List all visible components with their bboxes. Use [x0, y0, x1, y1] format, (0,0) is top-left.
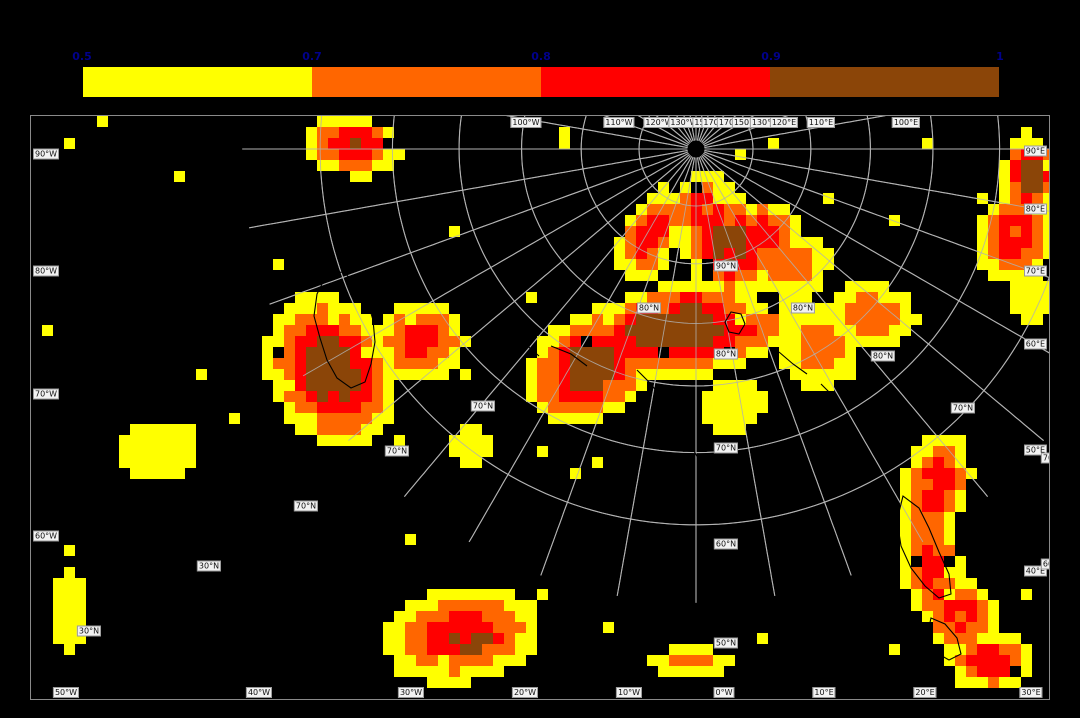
axis-label-bottom-2: 30°W [397, 687, 425, 698]
colorbar-strip [82, 66, 1000, 98]
map-raster-canvas [31, 116, 1049, 699]
colorbar-tick-3: 0.9 [761, 50, 781, 63]
axis-label-bottom-6: 10°E [812, 687, 836, 698]
colorbar-segment-2 [541, 67, 770, 97]
axis-label-left-0: 90°W [33, 148, 60, 160]
lat-label-9: 70°N [950, 402, 976, 414]
colorbar-segment-0 [83, 67, 312, 97]
colorbar-panel: 0.5 0.7 0.8 0.9 1 [0, 0, 1080, 110]
colorbar-segment-1 [312, 67, 541, 97]
colorbar-segment-3 [770, 67, 999, 97]
axis-label-top-10: 110°E [806, 117, 836, 128]
lat-label-13: 50°N [713, 637, 739, 649]
colorbar-tick-4: 1 [996, 50, 1004, 63]
lat-label-6: 70°N [470, 400, 496, 412]
lat-label-7: 70°N [384, 445, 410, 457]
axis-label-right-2: 70°E [1023, 265, 1047, 277]
lat-label-0: 90°N [713, 260, 739, 272]
axis-label-bottom-1: 40°W [245, 687, 273, 698]
lat-label-8: 70°N [293, 500, 319, 512]
lat-label-18: 30°N [76, 625, 102, 637]
axis-label-top-0: 100°W [510, 117, 542, 128]
axis-label-top-1: 110°W [603, 117, 635, 128]
colorbar-tick-1: 0.7 [302, 50, 322, 63]
axis-label-bottom-3: 20°W [511, 687, 539, 698]
axis-label-bottom-0: 50°W [52, 687, 80, 698]
lat-label-5: 70°N [713, 442, 739, 454]
colorbar-tick-2: 0.8 [531, 50, 551, 63]
lat-label-17: 30°N [196, 560, 222, 572]
lat-label-11: 60°N [713, 538, 739, 550]
axis-label-top-9: 120°E [769, 117, 799, 128]
axis-label-top-11: 100°E [891, 117, 921, 128]
map-frame: 90°W 80°W 70°W 60°W 90°E 80°E 70°E 60°E 50°E 40°E… [30, 115, 1050, 700]
axis-label-bottom-8: 30°E [1019, 687, 1043, 698]
axis-label-right-1: 80°E [1023, 203, 1047, 215]
axis-label-right-4: 50°E [1023, 444, 1047, 456]
lat-label-4: 80°N [870, 350, 896, 362]
lat-label-2: 80°N [790, 302, 816, 314]
axis-label-left-2: 70°W [33, 388, 60, 400]
axis-label-right-5: 40°E [1023, 565, 1047, 577]
axis-label-left-1: 80°W [33, 265, 60, 277]
colorbar-tick-0: 0.5 [72, 50, 92, 63]
axis-label-left-3: 60°W [33, 530, 60, 542]
axis-label-bottom-4: 10°W [615, 687, 643, 698]
axis-label-bottom-5: 0°W [713, 687, 735, 698]
lat-label-1: 80°N [636, 302, 662, 314]
lat-label-3: 80°N [713, 348, 739, 360]
lat-label-10: 70°N [1040, 452, 1049, 464]
axis-label-right-3: 60°E [1023, 338, 1047, 350]
colorbar-tick-labels: 0.5 0.7 0.8 0.9 1 [0, 0, 1080, 63]
axis-label-bottom-7: 20°E [913, 687, 937, 698]
lat-label-12: 60°N [1040, 558, 1049, 570]
axis-label-right-0: 90°E [1023, 145, 1047, 157]
